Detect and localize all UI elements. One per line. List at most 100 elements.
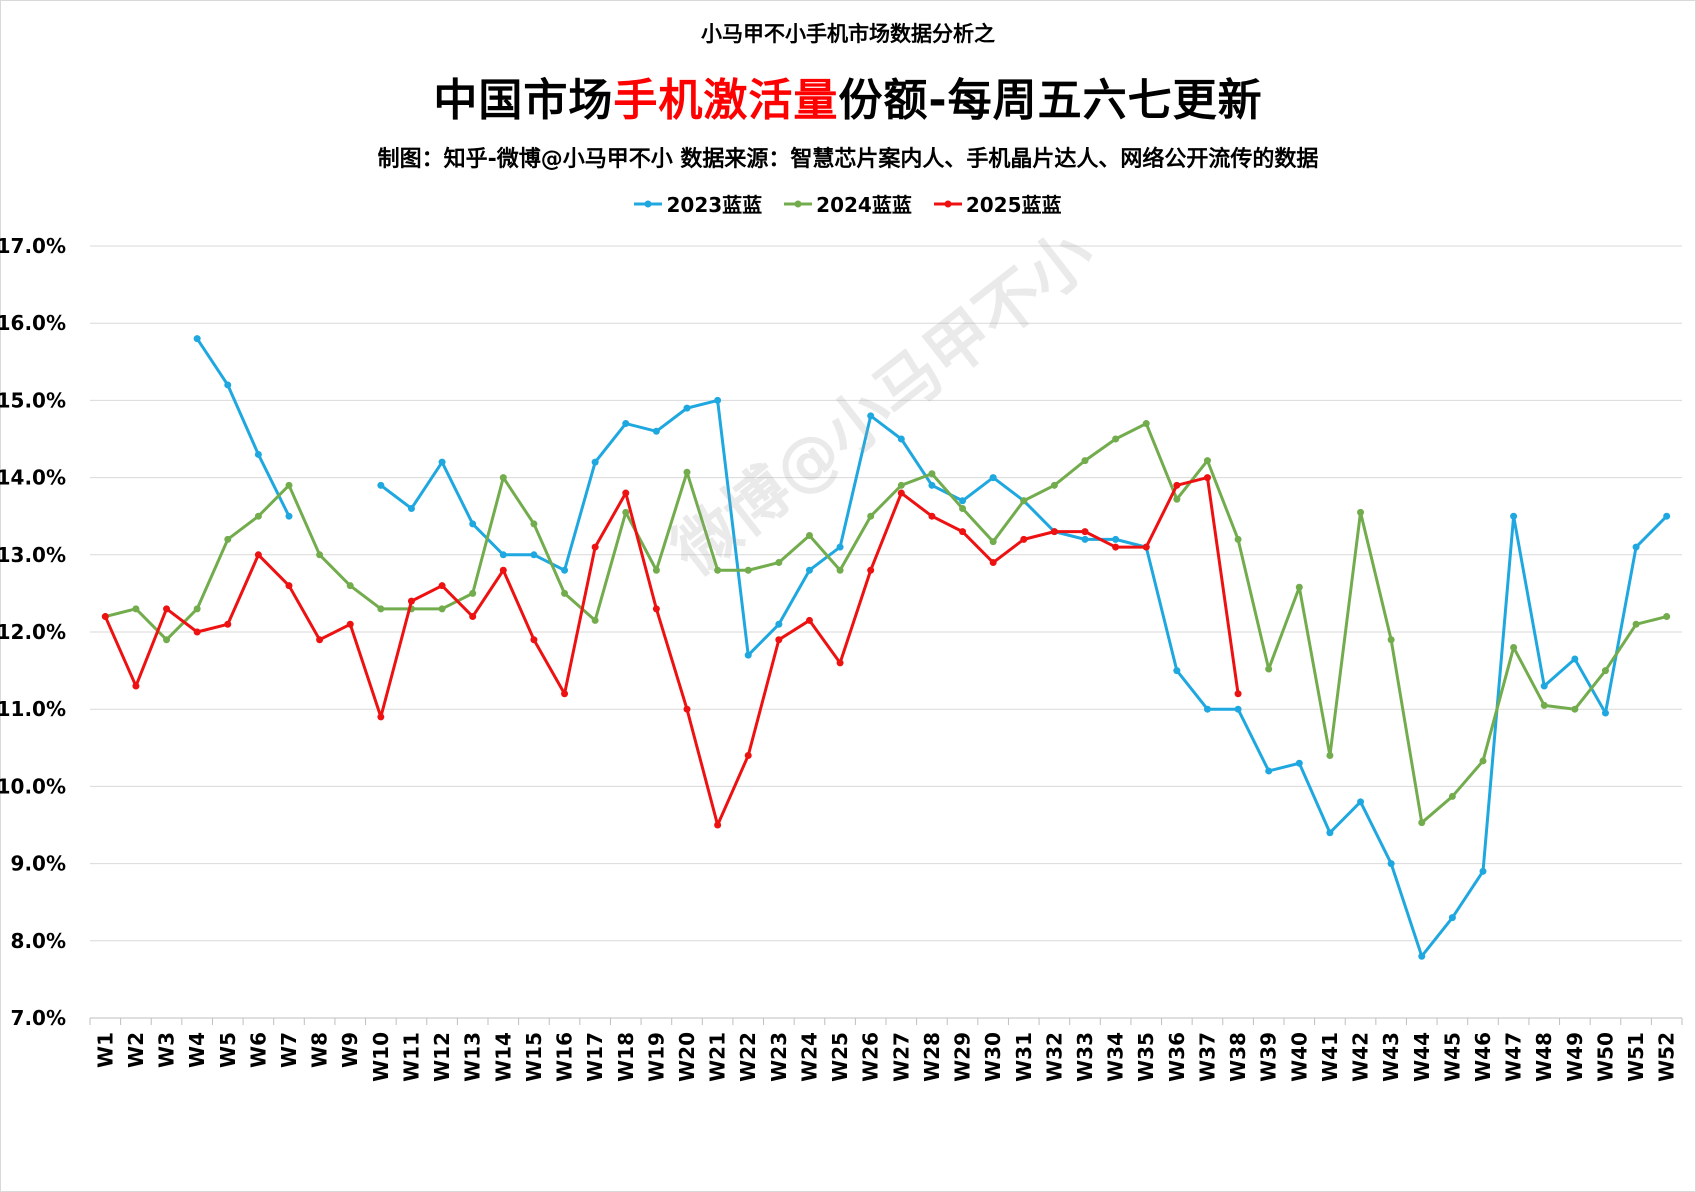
data-point xyxy=(407,504,415,512)
y-tick-label: 8.0% xyxy=(11,929,66,953)
y-tick-label: 17.0% xyxy=(0,234,66,258)
x-tick-label: W31 xyxy=(1012,1032,1036,1082)
data-point xyxy=(1326,829,1334,837)
data-point xyxy=(285,481,293,489)
x-tick-label: W16 xyxy=(553,1032,577,1082)
data-point xyxy=(867,512,875,520)
data-point xyxy=(1173,495,1181,503)
x-tick-label: W25 xyxy=(828,1032,852,1082)
x-tick-label: W50 xyxy=(1593,1032,1617,1082)
data-point xyxy=(714,396,722,404)
data-point xyxy=(714,821,722,829)
x-tick-label: W44 xyxy=(1410,1032,1434,1082)
data-point xyxy=(1479,757,1487,765)
data-point xyxy=(1203,474,1211,482)
series-line-2025 xyxy=(103,476,1240,827)
data-point xyxy=(499,474,507,482)
data-point xyxy=(163,605,171,613)
x-tick-label: W17 xyxy=(583,1032,607,1082)
data-point xyxy=(1418,952,1426,960)
x-tick-label: W38 xyxy=(1226,1032,1250,1082)
legend-item-2025: 2025蓝蓝 xyxy=(933,189,1062,218)
x-tick-label: W45 xyxy=(1440,1032,1464,1082)
data-point xyxy=(897,435,905,443)
x-tick-label: W33 xyxy=(1073,1032,1097,1082)
legend-item-2024: 2024蓝蓝 xyxy=(784,189,912,218)
x-tick-label: W20 xyxy=(675,1032,699,1082)
data-point xyxy=(897,489,905,497)
data-point xyxy=(285,512,293,520)
data-point xyxy=(193,605,201,613)
data-point xyxy=(1050,528,1058,536)
data-point xyxy=(989,538,997,546)
data-point xyxy=(346,582,354,590)
x-tick-label: W26 xyxy=(859,1032,883,1082)
data-point xyxy=(805,616,813,624)
data-point xyxy=(1020,497,1028,505)
x-tick-label: W30 xyxy=(981,1032,1005,1082)
data-point xyxy=(959,497,967,505)
x-tick-label: W41 xyxy=(1318,1032,1342,1082)
x-tick-label: W1 xyxy=(93,1032,117,1068)
x-tick-label: W15 xyxy=(522,1032,546,1082)
data-point xyxy=(1234,705,1242,713)
x-tick-label: W10 xyxy=(369,1032,393,1082)
data-point xyxy=(867,412,875,420)
data-point xyxy=(775,620,783,628)
data-point xyxy=(744,566,752,574)
data-point xyxy=(1387,860,1395,868)
data-point xyxy=(591,458,599,466)
series-line-2023 xyxy=(379,398,1668,958)
x-tick-label: W32 xyxy=(1042,1032,1066,1082)
data-point xyxy=(1173,481,1181,489)
data-point xyxy=(897,481,905,489)
data-point xyxy=(224,620,232,628)
x-tick-label: W3 xyxy=(155,1032,179,1068)
data-point xyxy=(1234,535,1242,543)
data-point xyxy=(959,528,967,536)
data-point xyxy=(1265,665,1273,673)
data-point xyxy=(1295,759,1303,767)
data-point xyxy=(805,566,813,574)
data-point xyxy=(622,508,630,516)
data-point xyxy=(591,543,599,551)
data-point xyxy=(469,520,477,528)
legend-swatch-2023 xyxy=(634,200,663,207)
y-tick-label: 9.0% xyxy=(11,852,66,876)
data-point xyxy=(1571,655,1579,663)
data-point xyxy=(346,620,354,628)
data-point xyxy=(1357,508,1365,516)
y-tick-label: 12.0% xyxy=(0,620,66,644)
data-point xyxy=(254,512,262,520)
data-point xyxy=(1203,457,1211,465)
legend-swatch-2025 xyxy=(933,200,962,207)
data-point xyxy=(1448,914,1456,922)
x-tick-label: W5 xyxy=(216,1032,240,1068)
data-point xyxy=(1265,767,1273,775)
data-point xyxy=(1510,512,1518,520)
x-tick-label: W8 xyxy=(308,1032,332,1068)
data-point xyxy=(775,636,783,644)
data-point xyxy=(1020,535,1028,543)
x-tick-label: W14 xyxy=(491,1032,515,1082)
data-point xyxy=(622,489,630,497)
data-point xyxy=(1234,690,1242,698)
data-point xyxy=(254,551,262,559)
data-point xyxy=(530,551,538,559)
data-point xyxy=(285,582,293,590)
data-point xyxy=(407,597,415,605)
data-point xyxy=(224,535,232,543)
x-tick-label: W39 xyxy=(1257,1032,1281,1082)
data-point xyxy=(928,470,936,478)
data-point xyxy=(1357,798,1365,806)
y-tick-label: 13.0% xyxy=(0,543,66,567)
y-tick-label: 7.0% xyxy=(11,1006,66,1030)
series-line-2024 xyxy=(104,422,1668,825)
legend-label-2024: 2024蓝蓝 xyxy=(816,193,912,217)
x-tick-label: W24 xyxy=(797,1032,821,1082)
chart-legend: 2023蓝蓝 2024蓝蓝 2025蓝蓝 xyxy=(0,189,1696,218)
data-point xyxy=(1663,512,1671,520)
data-point xyxy=(377,605,385,613)
data-point xyxy=(1663,613,1671,621)
data-point xyxy=(1387,636,1395,644)
